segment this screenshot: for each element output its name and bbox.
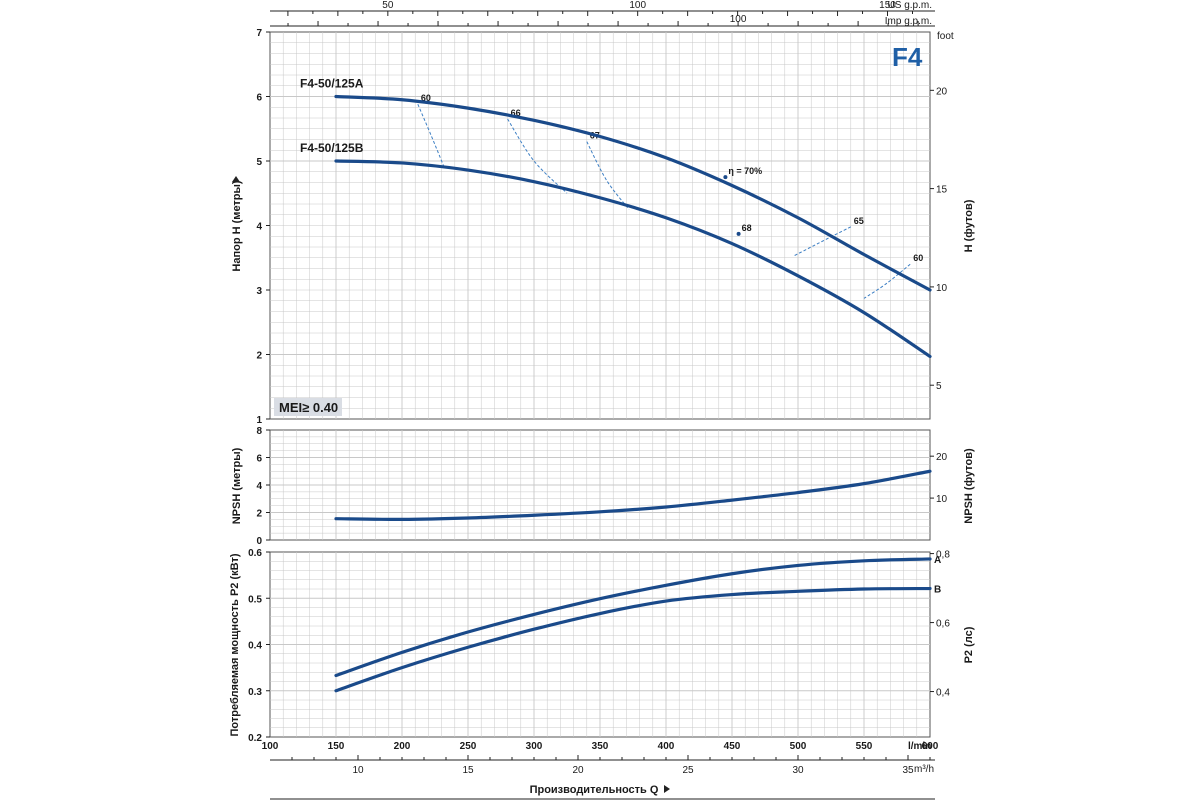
imp-gpm-tick-label: 100 [730, 14, 747, 25]
y-tick-label: 0 [256, 536, 262, 547]
us-gpm-axis: 50 100 150 US g.p.m. [270, 0, 935, 16]
mei-badge: MEI≥ 0.40 [279, 400, 338, 415]
x-tick-label: 250 [460, 741, 477, 752]
y-right-tick-label: 10 [936, 494, 948, 505]
x-tick-label: 300 [526, 741, 543, 752]
npsh-panel: 0 2 4 6 8 10 20 NPSH (метры) NPSH (футов) [231, 426, 975, 547]
head-panel: 1 2 3 4 5 6 7 5 10 15 20 foot Напор H (метры) H (… [231, 28, 975, 426]
m3h-tick-label: 35 [902, 765, 914, 776]
x-tick-label: 400 [658, 741, 675, 752]
efficiency-label: 66 [511, 108, 521, 118]
us-gpm-label: US g.p.m. [888, 0, 932, 11]
y-tick-label: 0.5 [248, 594, 262, 605]
y-right-tick-label: 20 [936, 452, 948, 463]
m3h-axis: 10 15 20 25 30 35 m³/h [270, 755, 935, 776]
y-tick-label: 4 [256, 481, 262, 492]
x-tick-label: 450 [724, 741, 741, 752]
us-gpm-tick-label: 50 [382, 0, 394, 11]
model-badge: F4 [892, 42, 923, 72]
power-series-label: B [934, 585, 941, 596]
npsh-ylabel: NPSH (метры) [231, 447, 243, 524]
head-series-line-1 [334, 94, 932, 292]
power-series-label: A [934, 555, 941, 566]
npsh-ylabel-right: NPSH (футов) [963, 448, 975, 524]
mei-badge-bg [274, 398, 342, 416]
efficiency-line [417, 104, 445, 168]
power-series-line-2 [334, 586, 932, 693]
efficiency-label: η = 70% [728, 166, 762, 176]
y-right-tick-label: 0,6 [936, 619, 950, 630]
y-tick-label: 8 [256, 426, 262, 437]
y-right-tick-label: 15 [936, 185, 948, 196]
y-tick-label: 3 [256, 286, 262, 297]
m3h-label: m³/h [914, 764, 934, 775]
m3h-tick-label: 15 [462, 765, 474, 776]
power-ylabel-right: P2 (лс) [963, 626, 975, 663]
npsh-series-line-1 [334, 469, 932, 521]
efficiency-label: 65 [854, 216, 864, 226]
y-right-tick-label: 5 [936, 381, 942, 392]
head-ylabel: Напор H (метры) [231, 180, 243, 271]
y-tick-label: 6 [256, 93, 262, 104]
y-tick-label: 0.3 [248, 687, 262, 698]
m3h-tick-label: 10 [352, 765, 364, 776]
xlabel-arrow-icon [664, 785, 670, 793]
efficiency-line [863, 263, 911, 299]
m3h-tick-label: 20 [572, 765, 584, 776]
x-tick-label: 350 [592, 741, 609, 752]
model-label: F4-50/125A [300, 77, 364, 91]
y-right-tick-label: 10 [936, 283, 948, 294]
us-gpm-tick-label: 100 [629, 0, 646, 11]
xlabel: Производительность Q [530, 784, 659, 796]
efficiency-line [793, 226, 852, 257]
power-panel: 0.2 0.3 0.4 0.5 0.6 0,4 0,6 0,8 Потребляемая м… [229, 548, 975, 744]
head-ylabel-right: H (футов) [963, 199, 975, 252]
y-right-tick-label: 20 [936, 86, 948, 97]
y-tick-label: 4 [256, 222, 262, 233]
y-tick-label: 0.2 [248, 733, 262, 744]
lmin-axis: 100 150 200 250 300 350 400 450 500 550 600 l/min [262, 741, 939, 752]
us-gpm-tick-label: 150 [879, 0, 896, 11]
y-tick-label: 5 [256, 157, 262, 168]
y-tick-label: 6 [256, 454, 262, 465]
head-ylabel-arrow-icon [232, 176, 240, 182]
y-tick-label: 0.4 [248, 641, 262, 652]
power-ylabel: Потребляемая мощность P2 (кВт) [229, 553, 241, 736]
y-tick-label: 0.6 [248, 548, 262, 559]
power-series-line-1 [334, 557, 932, 678]
x-tick-label: 500 [790, 741, 807, 752]
y-tick-label: 2 [256, 351, 262, 362]
head-series-line-2 [334, 159, 932, 359]
efficiency-label: 60 [913, 253, 923, 263]
x-tick-label: 600 [922, 741, 939, 752]
y-tick-label: 7 [256, 28, 262, 39]
y-tick-label: 2 [256, 509, 262, 520]
x-tick-label: 150 [328, 741, 345, 752]
efficiency-point [736, 231, 741, 236]
efficiency-label: 60 [421, 93, 431, 103]
head-right-unit: foot [937, 31, 954, 42]
y-right-tick-label: 0,8 [936, 550, 950, 561]
x-tick-label: 550 [856, 741, 873, 752]
imp-gpm-label: Imp g.p.m. [885, 16, 932, 27]
y-right-tick-label: 0,4 [936, 688, 950, 699]
x-tick-label: 100 [262, 741, 279, 752]
imp-gpm-axis: 100 Imp g.p.m. [270, 14, 935, 27]
efficiency-point [723, 175, 728, 180]
m3h-tick-label: 25 [682, 765, 694, 776]
m3h-tick-label: 30 [792, 765, 804, 776]
x-tick-label: 200 [394, 741, 411, 752]
y-tick-label: 1 [256, 415, 262, 426]
model-label: F4-50/125B [300, 141, 364, 155]
lmin-label: l/min [908, 741, 931, 752]
efficiency-label: 68 [742, 223, 752, 233]
